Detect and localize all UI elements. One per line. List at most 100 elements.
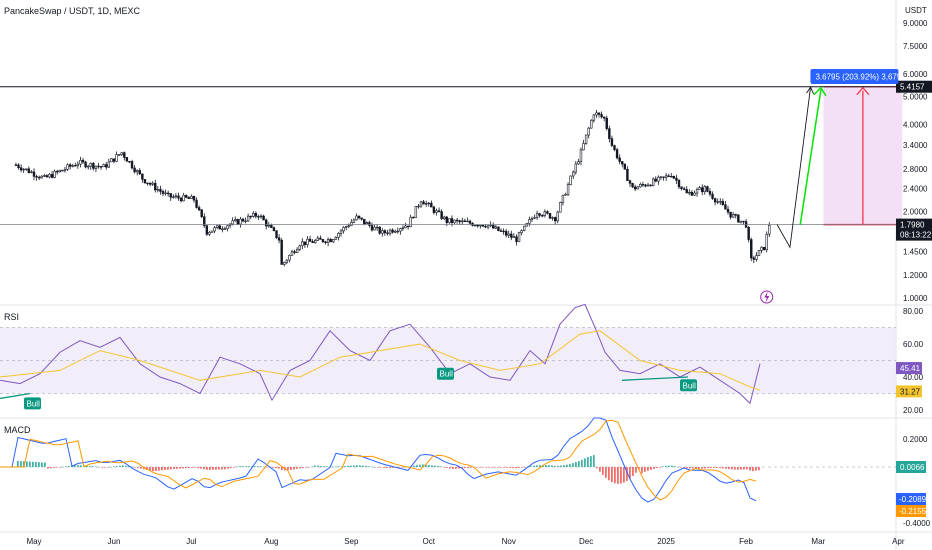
time-tick-label: Dec: [579, 537, 593, 546]
candle-body: [352, 219, 356, 223]
candle-body: [432, 206, 436, 213]
macd-histogram-bar: [680, 467, 682, 468]
rsi-value-label: 45.41: [900, 364, 921, 373]
macd-histogram-bar: [662, 466, 664, 467]
candle-body: [187, 197, 190, 199]
macd-histogram-bar: [485, 467, 487, 468]
candle-body: [203, 216, 206, 227]
macd-histogram-bar: [413, 465, 415, 467]
macd-histogram-bar: [278, 467, 280, 469]
time-tick-label: May: [26, 537, 41, 546]
macd-histogram-bar: [716, 467, 718, 468]
price-tick-label: 1.2000: [903, 271, 928, 280]
candle-body: [613, 145, 616, 150]
macd-histogram-bar: [299, 467, 301, 469]
price-tick-label: 4.0000: [903, 121, 928, 130]
macd-histogram-bar: [443, 467, 445, 468]
rsi-tick-label: 40.00: [903, 373, 924, 382]
macd-histogram-bar: [47, 467, 49, 469]
macd-histogram-bar: [524, 467, 526, 468]
candle-body: [368, 222, 371, 226]
candle-body: [729, 211, 732, 218]
macd-histogram-bar: [233, 467, 235, 468]
macd-histogram-bar: [596, 467, 598, 469]
candle-body: [130, 161, 134, 169]
macd-histogram-bar: [125, 465, 127, 467]
macd-histogram-bar: [89, 466, 91, 467]
macd-histogram-bar: [26, 461, 28, 467]
macd-histogram-bar: [254, 466, 256, 467]
macd-histogram-bar: [158, 467, 160, 471]
candle-body: [326, 239, 330, 243]
candle-body: [125, 157, 129, 162]
candle-body: [424, 203, 428, 205]
candle-body: [600, 114, 603, 118]
macd-histogram-bar: [647, 467, 649, 471]
candle-body: [747, 227, 750, 240]
candle-body: [120, 152, 123, 155]
target-measure-label: 3.6795 (203.92%) 3,679: [815, 73, 901, 82]
candle-body: [649, 184, 652, 187]
candle-body: [497, 226, 500, 232]
candle-body: [430, 202, 433, 208]
time-axis: May Jun Jul Aug Sep Oct Nov Dec 2025 Feb Mar Apr: [26, 537, 904, 546]
candle-body: [76, 163, 80, 166]
candle-body: [698, 187, 701, 190]
candle-body: [221, 228, 224, 230]
macd-histogram-bar: [308, 467, 310, 468]
candle-body: [63, 169, 67, 171]
macd-histogram-bar: [548, 465, 550, 467]
macd-signal-value-label: -0.2155: [899, 507, 927, 516]
macd-histogram-bar: [587, 457, 589, 467]
macd-histogram-bar: [398, 467, 400, 468]
green-target-arrow: [799, 89, 822, 225]
candle-body: [164, 192, 167, 195]
macd-histogram-bar: [437, 465, 439, 467]
candle-body: [283, 261, 286, 265]
macd-histogram-bar: [575, 462, 577, 467]
time-tick-label: Aug: [264, 537, 278, 546]
candle-body: [461, 220, 464, 223]
candle-body: [633, 186, 637, 190]
candle-body: [631, 182, 634, 188]
bull-divergence-line: [0, 392, 31, 400]
candle-body: [288, 255, 291, 261]
macd-histogram-bar: [179, 467, 181, 469]
candle-body: [363, 218, 366, 225]
candle-body: [695, 189, 699, 194]
macd-histogram-bar: [392, 467, 394, 468]
macd-histogram-bar: [755, 467, 757, 471]
candle-body: [492, 224, 495, 229]
candle-body: [445, 216, 448, 223]
macd-histogram-bar: [632, 467, 634, 476]
candle-body: [303, 241, 307, 245]
bull-signal-label: Bull: [440, 370, 454, 379]
candle-body: [141, 173, 144, 180]
candle-body: [92, 163, 95, 169]
candle-body: [138, 170, 141, 175]
candle-body: [115, 154, 118, 162]
macd-histogram-bar: [74, 465, 76, 467]
bull-signal-tag: [24, 397, 41, 410]
macd-histogram-bar: [725, 467, 727, 469]
macd-histogram-bar: [242, 466, 244, 467]
candle-body: [448, 218, 451, 223]
macd-histogram-bar: [713, 467, 715, 468]
macd-histogram-bar: [323, 466, 325, 467]
macd-histogram-bar: [203, 467, 205, 470]
macd-histogram-bar: [128, 466, 130, 467]
candle-body: [760, 246, 763, 251]
candle-body: [102, 164, 105, 168]
candle-body: [548, 213, 552, 219]
candle-body: [675, 177, 678, 181]
candle-body: [182, 194, 185, 202]
macd-histogram-bar: [728, 467, 730, 470]
macd-histogram-bar: [188, 467, 190, 469]
candle-body: [510, 233, 513, 238]
macd-histogram-bar: [545, 465, 547, 467]
candle-body: [81, 159, 85, 163]
candle-body: [427, 202, 430, 205]
macd-histogram-bar: [686, 467, 688, 469]
candle-body: [755, 255, 758, 260]
macd-histogram-bar: [155, 467, 157, 471]
